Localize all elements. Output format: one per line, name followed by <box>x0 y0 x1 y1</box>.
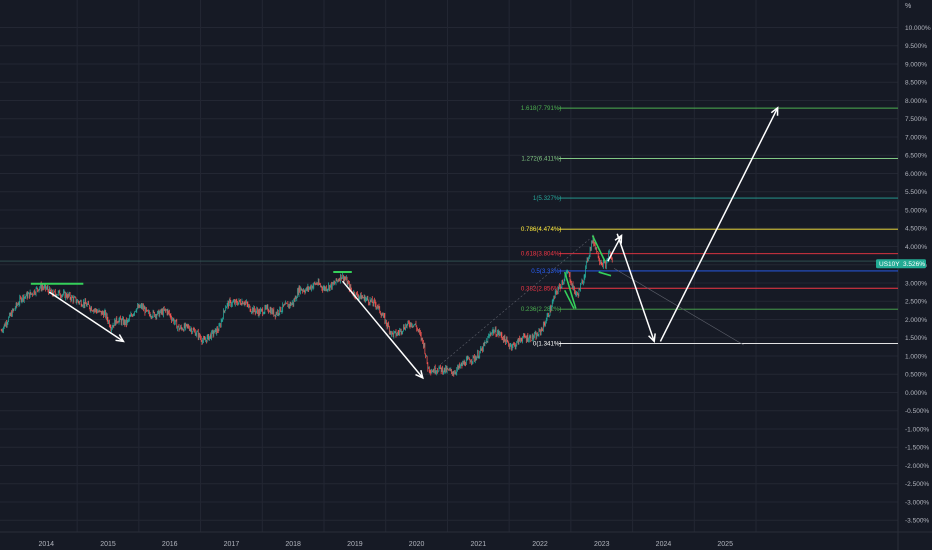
y-tick-label: 9.000% <box>905 61 927 68</box>
arrow-head <box>115 334 125 343</box>
last-value-tag: US10Y 3.526% <box>876 259 926 269</box>
x-axis[interactable]: 2014 2015 2016 2017 2018 2019 2020 2021 2022 2023… <box>38 541 733 548</box>
x-tick-label: 2015 <box>100 541 116 548</box>
y-tick-label: 8.000% <box>905 98 927 105</box>
fib-level-label: 0.618(3.804%) <box>521 251 562 258</box>
y-tick-label: -1.000% <box>905 426 929 433</box>
fib-level-label: 1(5.327%) <box>533 195 562 202</box>
x-tick-label: 2020 <box>409 541 425 548</box>
y-tick-label: 8.500% <box>905 80 927 87</box>
fib-level-label: 0.5(3.33%) <box>531 268 561 275</box>
y-tick-label: 4.500% <box>905 226 927 233</box>
annotation-arrow <box>616 233 655 342</box>
y-axis[interactable]: 10.000% 9.500% 9.000% 8.500% 8.000% 7.500% 7.0… <box>905 25 931 525</box>
fibonacci-levels: 1.618(7.791%) 1.272(6.411%) 1(5.327%) 0.786… <box>428 105 898 375</box>
pattern-mark <box>598 271 612 277</box>
y-tick-label: 1.500% <box>905 335 927 342</box>
y-tick-label: -1.500% <box>905 445 929 452</box>
pattern-mark <box>591 235 606 262</box>
y-tick-label: 9.500% <box>905 43 927 50</box>
y-tick-label: 0.000% <box>905 390 927 397</box>
x-tick-label: 2025 <box>717 541 733 548</box>
y-tick-label: 6.500% <box>905 153 927 160</box>
y-tick-label: 7.000% <box>905 134 927 141</box>
price-series <box>0 234 613 377</box>
x-tick-label: 2017 <box>224 541 240 548</box>
x-tick-label: 2014 <box>38 541 54 548</box>
x-tick-label: 2018 <box>285 541 301 548</box>
annotation-arrow <box>341 280 424 379</box>
annotation-arrow <box>48 291 124 343</box>
pattern-mark <box>564 289 575 309</box>
annotation-arrow <box>607 235 623 262</box>
fib-trend-line <box>613 268 744 346</box>
y-tick-label: 4.000% <box>905 244 927 251</box>
fib-trend-line <box>428 238 590 375</box>
y-unit-label: % <box>905 3 911 10</box>
y-tick-label: 0.500% <box>905 372 927 379</box>
last-value-label: 3.526% <box>903 261 925 268</box>
x-tick-label: 2019 <box>347 541 363 548</box>
x-tick-label: 2022 <box>532 541 548 548</box>
y-tick-label: 10.000% <box>905 25 931 32</box>
y-tick-label: 3.000% <box>905 280 927 287</box>
x-tick-label: 2024 <box>656 541 672 548</box>
y-tick-label: -3.500% <box>905 518 929 525</box>
fib-level-label: 0.236(2.282%) <box>521 306 562 313</box>
x-tick-label: 2016 <box>162 541 178 548</box>
y-tick-label: -2.000% <box>905 463 929 470</box>
annotations <box>30 106 779 380</box>
fib-level-label: 1.272(6.411%) <box>521 155 561 162</box>
y-tick-label: -2.500% <box>905 481 929 488</box>
y-tick-label: 5.000% <box>905 207 927 214</box>
fib-level-label: 1.618(7.791%) <box>521 105 562 112</box>
y-tick-label: 2.500% <box>905 299 927 306</box>
fib-level-label: 0.382(2.856%) <box>521 285 562 292</box>
fib-level-label: 0(1.341%) <box>533 341 562 348</box>
y-tick-label: -3.000% <box>905 499 929 506</box>
symbol-label: US10Y <box>879 261 900 268</box>
arrow-head <box>614 234 623 244</box>
x-tick-label: 2021 <box>471 541 487 548</box>
x-tick-label: 2023 <box>594 541 610 548</box>
arrow-head <box>770 106 779 116</box>
arrow-head <box>415 369 424 380</box>
arrow-head <box>648 333 656 344</box>
y-tick-label: -0.500% <box>905 408 929 415</box>
y-tick-label: 7.500% <box>905 116 927 123</box>
fib-level-label: 0.786(4.474%) <box>521 226 562 233</box>
annotation-arrow <box>659 107 779 342</box>
y-tick-label: 6.000% <box>905 171 927 178</box>
y-tick-label: 1.000% <box>905 353 927 360</box>
y-tick-label: 5.500% <box>905 189 927 196</box>
pattern-mark <box>563 271 577 309</box>
y-tick-label: 2.000% <box>905 317 927 324</box>
